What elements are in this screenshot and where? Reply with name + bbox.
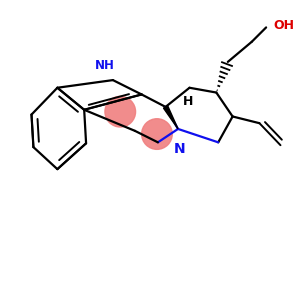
Text: NH: NH	[95, 59, 115, 72]
Text: OH: OH	[274, 19, 295, 32]
Polygon shape	[164, 106, 178, 129]
Circle shape	[105, 96, 136, 127]
Text: N: N	[174, 142, 186, 156]
Circle shape	[142, 119, 172, 149]
Text: H: H	[183, 95, 193, 108]
